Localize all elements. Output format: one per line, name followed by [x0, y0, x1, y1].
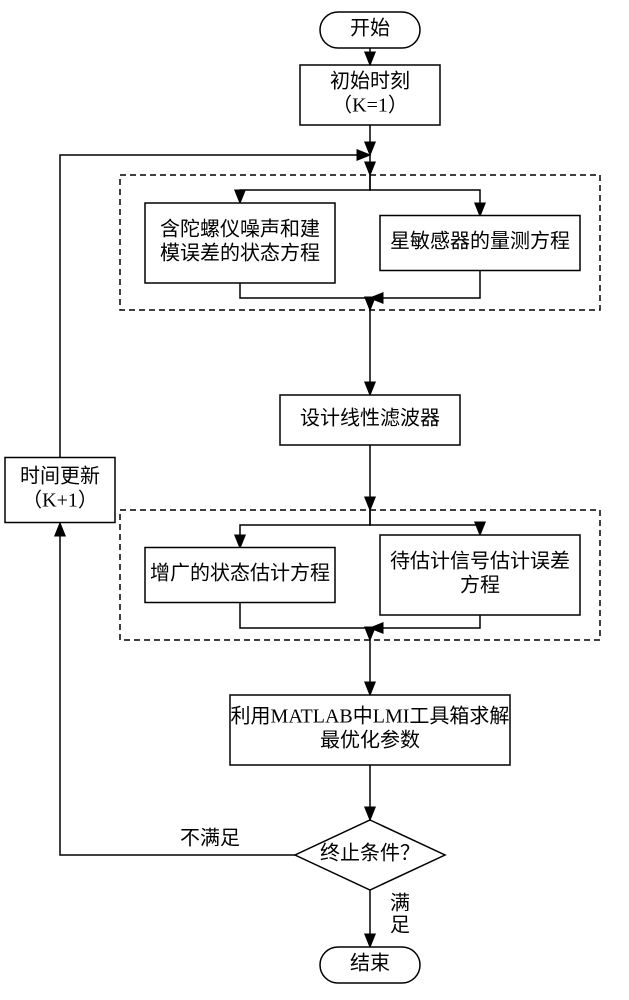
edge-group1top-measure_eq [370, 175, 480, 216]
edge-label-yes2: 足 [390, 915, 410, 937]
svg-text:待估计信号估计误差: 待估计信号估计误差 [390, 550, 570, 573]
svg-text:开始: 开始 [350, 17, 390, 40]
svg-text:利用MATLAB中LMI工具箱求解: 利用MATLAB中LMI工具箱求解 [231, 705, 510, 728]
svg-text:（K=1）: （K=1） [332, 94, 408, 117]
edge-group2top-err_eq [370, 510, 480, 535]
edge-state_eq-group1bot [240, 283, 370, 310]
edge-aug_eq-group2bot [240, 603, 370, 640]
svg-text:模误差的状态方程: 模误差的状态方程 [160, 242, 320, 265]
edge-group2top-aug_eq [240, 510, 370, 548]
svg-text:方程: 方程 [460, 574, 500, 597]
edge-group1top-state_eq [240, 175, 370, 203]
svg-text:终止条件？: 终止条件？ [320, 842, 420, 865]
svg-text:（K+1）: （K+1） [22, 489, 98, 512]
edge-err_eq-group2bot [370, 615, 480, 628]
svg-text:星敏感器的量测方程: 星敏感器的量测方程 [390, 230, 570, 253]
svg-text:初始时刻: 初始时刻 [330, 70, 410, 93]
svg-text:最优化参数: 最优化参数 [320, 729, 420, 752]
edge-measure_eq-group1bot [370, 271, 480, 298]
svg-text:结束: 结束 [350, 952, 390, 975]
edge-label-yes: 满 [390, 892, 410, 915]
svg-text:设计线性滤波器: 设计线性滤波器 [300, 407, 440, 430]
edge-label-no: 不满足 [180, 827, 240, 850]
svg-text:时间更新: 时间更新 [20, 465, 100, 488]
svg-text:含陀螺仪噪声和建: 含陀螺仪噪声和建 [160, 218, 320, 241]
svg-text:增广的状态估计方程: 增广的状态估计方程 [150, 562, 330, 585]
